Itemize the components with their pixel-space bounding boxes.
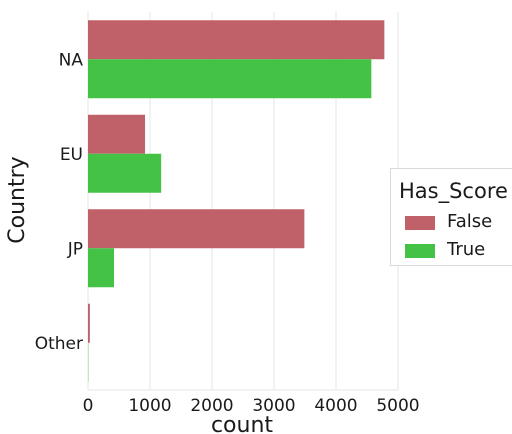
x-tick-label: 4000: [314, 396, 357, 416]
x-tick-label: 1000: [128, 396, 171, 416]
y-axis-title: Country: [5, 156, 30, 243]
x-tick-label: 0: [83, 396, 94, 416]
bar-series: [88, 20, 385, 382]
bar-eu-false: [88, 114, 146, 154]
x-tick-labels: 0 1000 2000 3000 4000 5000: [83, 396, 420, 416]
bar-na-true: [88, 59, 372, 99]
legend-swatch-true: [405, 244, 435, 258]
y-tick-label: NA: [59, 50, 84, 70]
legend-swatch-false: [405, 216, 435, 230]
legend-label-true: True: [447, 239, 486, 260]
bar-jp-true: [88, 248, 115, 288]
legend: Has_Score False True: [390, 168, 512, 266]
y-tick-labels: NA EU JP Other: [35, 50, 84, 354]
x-tick-label: 2000: [190, 396, 233, 416]
y-tick-label: EU: [60, 145, 83, 165]
x-axis-title: count: [211, 413, 273, 434]
legend-label-false: False: [447, 211, 493, 232]
bar-na-false: [88, 20, 385, 60]
bar-other-false: [88, 303, 90, 343]
bar-jp-false: [88, 209, 305, 249]
y-tick-label: Other: [35, 334, 83, 354]
bar-eu-true: [88, 153, 162, 193]
legend-title: Has_Score: [399, 179, 508, 203]
y-tick-label: JP: [67, 239, 83, 259]
x-tick-label: 3000: [252, 396, 295, 416]
x-tick-label: 5000: [376, 396, 419, 416]
